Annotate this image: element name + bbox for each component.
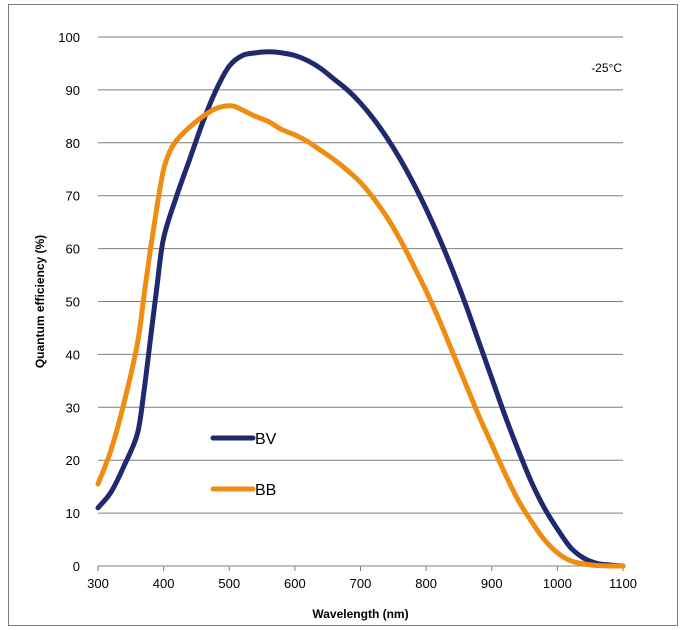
y-tick-label: 40 [66,347,80,362]
y-tick-label: 50 [66,295,80,310]
x-axis-title: Wavelength (nm) [312,607,408,621]
x-tick-label: 600 [284,576,306,591]
series-line-bb [95,103,626,569]
x-tick-label: 1000 [543,576,572,591]
y-tick-label: 80 [66,136,80,151]
temperature-annotation: -25°C [591,61,622,75]
y-tick-label: 30 [66,400,80,415]
series-line-bv [95,49,626,569]
x-tick-label: 500 [218,576,240,591]
legend: BV BB [210,431,277,499]
y-tick-label: 10 [66,506,80,521]
y-tick-label: 90 [66,83,80,98]
x-tick-label: 400 [153,576,175,591]
x-tick-label: 800 [415,576,437,591]
y-tick-label: 20 [66,453,80,468]
y-tick-label: 0 [73,559,80,574]
series-lines [95,49,626,569]
x-tick-label: 300 [87,576,109,591]
x-tick-label: 700 [350,576,372,591]
y-tick-label: 60 [66,242,80,257]
y-tick-label: 70 [66,189,80,204]
gridlines [98,36,623,514]
y-axis-title: Quantum efficiency (%) [33,235,47,368]
y-tick-label: 100 [58,30,80,45]
axes: 0 10 20 30 40 50 60 70 80 90 100 300 400 500 600 700 800… [58,30,637,591]
legend-label-bb: BB [255,482,276,499]
legend-label-bv: BV [255,431,277,448]
x-tick-label: 900 [481,576,503,591]
x-tick-label: 1100 [609,576,637,591]
chart-frame [8,4,678,626]
